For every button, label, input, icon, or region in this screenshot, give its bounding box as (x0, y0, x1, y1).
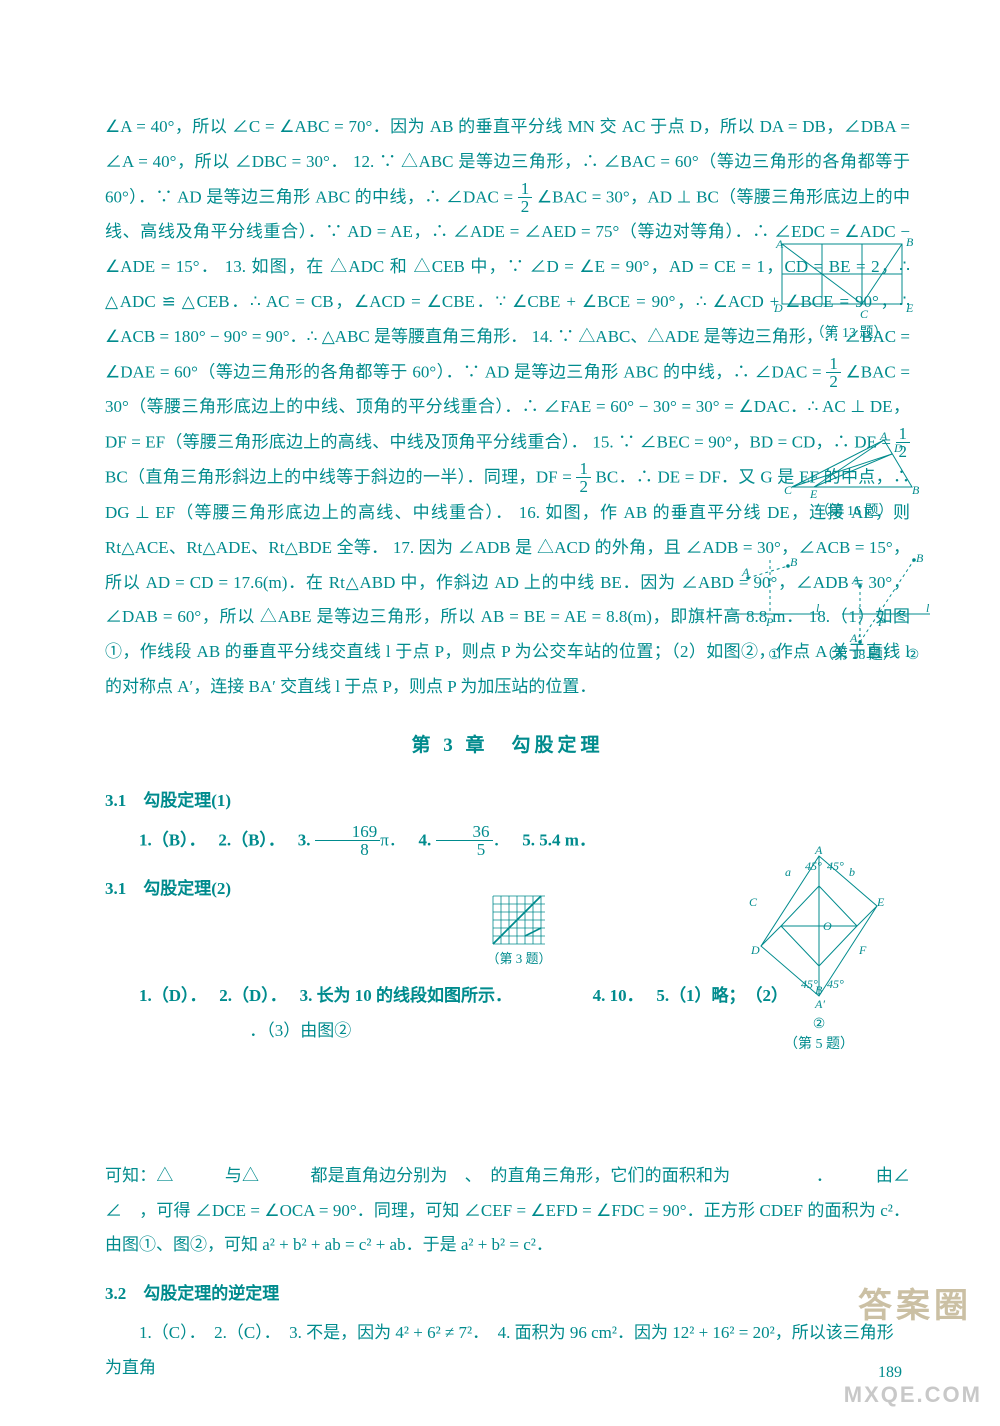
svg-text:45°: 45° (805, 859, 822, 873)
svg-text:B: B (906, 235, 914, 249)
a3-post: π． (380, 830, 397, 849)
a3-pre: 3. (298, 830, 315, 849)
figure-3: （第 3 题） (482, 892, 556, 967)
svg-text:O: O (823, 919, 832, 933)
fig18-mark2: ② (900, 647, 925, 664)
a2: 2.（B）． (218, 830, 276, 849)
svg-text:l: l (816, 601, 820, 615)
svg-text:C: C (860, 307, 869, 321)
svg-text:A: A (879, 432, 888, 443)
svg-text:E: E (809, 487, 818, 500)
svg-text:E: E (905, 301, 914, 315)
frac-half-4: 12 (576, 460, 591, 495)
svg-text:A: A (851, 573, 860, 587)
svg-text:A: A (741, 565, 750, 579)
figure-13-caption: （第 13 题） (774, 322, 924, 342)
fig5-mark: ② (744, 1016, 894, 1033)
svg-text:a: a (785, 865, 791, 879)
figure-5-caption: （第 5 题） (744, 1033, 894, 1053)
svg-text:45°: 45° (827, 859, 844, 873)
svg-text:F: F (858, 943, 867, 957)
svg-text:A: A (814, 846, 823, 857)
a1: 1.（B）． (139, 830, 197, 849)
watermark-url: MXQE.COM (844, 1382, 982, 1408)
svg-text:A′: A′ (814, 997, 825, 1011)
b1: 1.（D）． (139, 986, 198, 1005)
svg-text:B: B (790, 555, 798, 569)
figure-5: A A′ C E D F O B 45° 45° 45° 45° a b ② （… (744, 846, 894, 1053)
figure-16: A D C E B （第 16 题） (784, 432, 924, 520)
section-32-head: 3.2 勾股定理的逆定理 (105, 1277, 910, 1312)
frac-half-2: 12 (826, 355, 841, 390)
a4-pre: 4. (419, 830, 436, 849)
svg-text:E: E (876, 895, 885, 909)
svg-text:45°: 45° (827, 977, 844, 991)
page-number: 189 (878, 1364, 902, 1382)
svg-text:D: D (750, 943, 760, 957)
svg-text:A′: A′ (849, 631, 860, 644)
frac-169-8: 169 8 (315, 823, 381, 858)
q15b: BC（直角三角形斜边上的中线等于斜边的一半）．同理，DF = (105, 468, 576, 487)
b4: 4. 10． (593, 986, 636, 1005)
a4-post: ． (493, 830, 502, 849)
svg-text:D: D (893, 441, 903, 455)
b5-tail: ．（3）由图② (249, 1021, 351, 1040)
frac-half-1: 12 (518, 180, 533, 215)
section-31-1-head: 3.1 勾股定理(1) (105, 784, 910, 819)
figure-16-caption: （第 16 题） (784, 500, 924, 520)
svg-text:l: l (926, 601, 930, 615)
a5: 5. 5.4 m． (522, 830, 596, 849)
svg-text:C: C (749, 895, 758, 909)
figure-13: A B D C E （第 13 题） (774, 230, 924, 342)
svg-text:b: b (849, 865, 855, 879)
svg-text:C: C (784, 483, 793, 497)
svg-text:P: P (765, 615, 774, 629)
figure-18: A B P l A A′ B P l ① （第 18 题） ② (724, 552, 934, 664)
frac-36-5: 36 5 (436, 823, 493, 858)
fig18-mark1: ① (732, 647, 816, 664)
section-32-line: 1.（C）． 2.（C）． 3. 不是，因为 4² + 6² ≠ 7²． 4. … (105, 1316, 910, 1386)
svg-text:B: B (916, 552, 924, 565)
svg-text:D: D (774, 301, 783, 315)
b2: 2.（D）． (219, 986, 278, 1005)
section-31-2-follow: 可知：△ 与△ 都是直角边分别为 、 的直角三角形，它们的面积和为 ． 由∠ ∠… (105, 1159, 910, 1264)
svg-text:B: B (912, 483, 920, 497)
watermark-brand: 答案圈 (858, 1278, 972, 1327)
svg-text:P: P (877, 615, 886, 629)
svg-text:45°: 45° (801, 977, 818, 991)
figure-3-caption: （第 3 题） (482, 948, 556, 967)
b3: 3. 长为 10 的线段如图所示． (300, 986, 513, 1005)
chapter-title: 第 3 章 勾股定理 (105, 727, 910, 766)
figure-18-caption: （第 18 题） (820, 648, 897, 663)
svg-text:A: A (775, 237, 784, 251)
